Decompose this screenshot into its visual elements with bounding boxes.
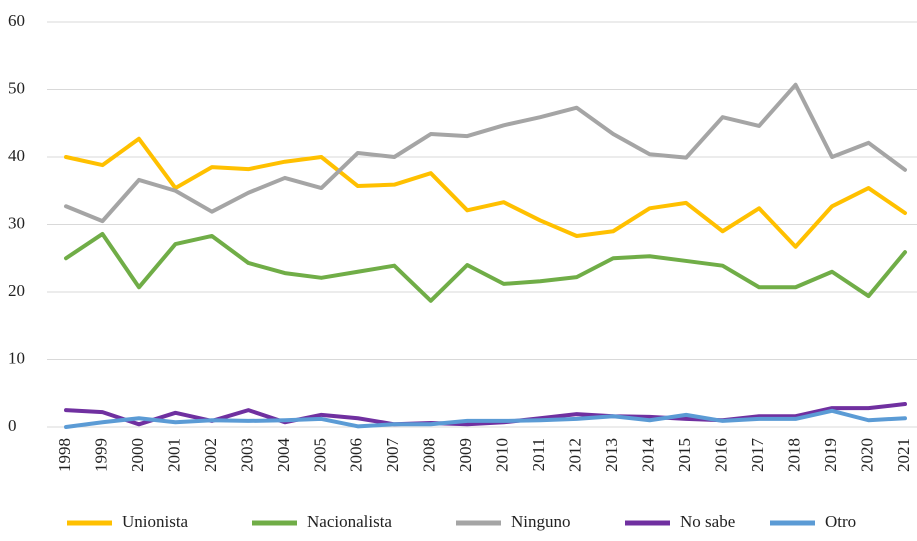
series-line [64,408,907,429]
legend-label: Ninguno [511,512,571,531]
legend-label: Unionista [122,512,189,531]
x-tick-label: 1999 [91,438,110,472]
x-tick-label: 2001 [164,438,183,472]
x-tick-label: 2000 [128,438,147,472]
x-tick-label: 2020 [857,438,876,472]
x-tick-label: 2016 [712,438,731,472]
x-tick-label: 2008 [420,438,439,472]
x-tick-label: 2004 [274,438,293,473]
series-line [64,82,907,224]
series-line [64,231,907,303]
x-tick-label: 2014 [639,438,658,473]
x-tick-label: 2015 [675,438,694,472]
x-tick-label: 2019 [821,438,840,472]
x-tick-label: 1998 [55,438,74,472]
x-tick-label: 2006 [347,438,366,472]
legend-label: Otro [825,512,856,531]
series-line [64,136,907,249]
x-tick-label: 2011 [529,438,548,471]
y-tick-label: 40 [8,146,25,165]
y-tick-label: 0 [8,416,17,435]
x-tick-label: 2013 [602,438,621,472]
legend-label: No sabe [680,512,735,531]
y-tick-label: 60 [8,11,25,30]
x-tick-label: 2021 [894,438,913,472]
x-tick-label: 2002 [201,438,220,472]
x-tick-label: 2005 [310,438,329,472]
y-tick-label: 30 [8,213,25,232]
x-tick-label: 2007 [383,438,402,473]
y-tick-label: 10 [8,348,25,367]
y-tick-label: 50 [8,78,25,97]
x-tick-label: 2018 [784,438,803,472]
x-tick-label: 2012 [566,438,585,472]
y-tick-label: 20 [8,281,25,300]
x-tick-label: 2017 [748,438,767,473]
legend-label: Nacionalista [307,512,392,531]
x-tick-label: 2010 [493,438,512,472]
x-tick-label: 2003 [237,438,256,472]
x-tick-label: 2009 [456,438,475,472]
